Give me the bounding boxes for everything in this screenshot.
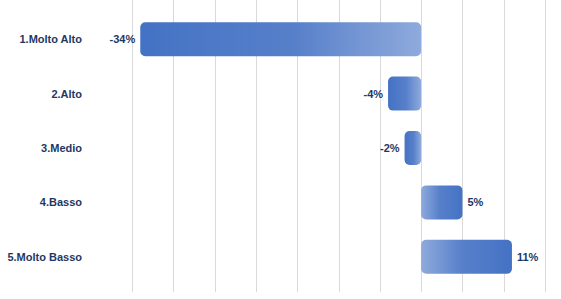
data-label: -4% <box>363 88 383 100</box>
category-label: 4.Basso <box>40 196 82 208</box>
bar <box>421 240 512 274</box>
labels: -34% 1.Molto Alto -4% 2.Alto -2% 3.Medio 5% 4.B… <box>7 33 538 263</box>
bar <box>405 131 422 165</box>
data-label: -34% <box>110 33 136 45</box>
bars <box>140 22 512 274</box>
chart: -34% 1.Molto Alto -4% 2.Alto -2% 3.Medio 5% 4.B… <box>0 0 561 299</box>
grid <box>133 0 546 292</box>
category-label: 5.Molto Basso <box>7 251 82 263</box>
bar <box>421 185 462 219</box>
data-label: -2% <box>380 142 400 154</box>
category-label: 3.Medio <box>41 142 82 154</box>
grid-line <box>545 0 546 292</box>
data-label: 11% <box>517 251 539 263</box>
bar <box>388 77 421 111</box>
data-label: 5% <box>467 196 483 208</box>
bar <box>140 22 421 56</box>
category-label: 2.Alto <box>51 88 82 100</box>
category-label: 1.Molto Alto <box>19 33 82 45</box>
